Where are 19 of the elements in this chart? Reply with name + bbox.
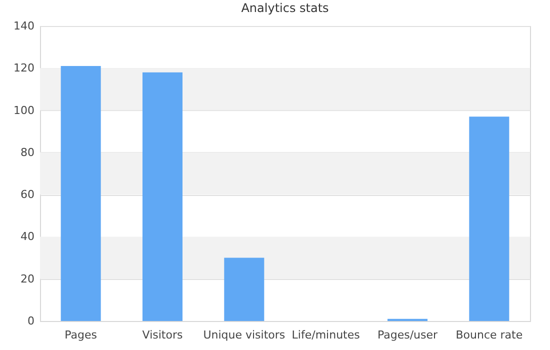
y-tick-label: 0 xyxy=(28,314,34,328)
y-tick-label: 40 xyxy=(20,230,34,244)
y-tick-label: 20 xyxy=(20,272,34,286)
x-tick-label: Unique visitors xyxy=(203,328,286,342)
x-tick-label: Life/minutes xyxy=(292,328,360,342)
y-tick-label: 100 xyxy=(14,104,34,117)
bar xyxy=(60,66,101,321)
x-tick-label: Visitors xyxy=(142,328,183,342)
y-tick-label: 120 xyxy=(14,62,34,75)
bar xyxy=(142,72,183,321)
x-tick-label: Pages xyxy=(64,328,98,342)
x-tick-label: Bounce rate xyxy=(456,328,523,342)
bar xyxy=(469,116,510,321)
x-tick-label: Pages/user xyxy=(377,328,438,342)
chart-title: Analytics stats xyxy=(241,1,329,15)
bar xyxy=(224,258,264,321)
y-tick-label: 140 xyxy=(14,20,34,32)
y-tick-label: 60 xyxy=(20,188,34,202)
y-tick-label: 80 xyxy=(20,146,34,159)
